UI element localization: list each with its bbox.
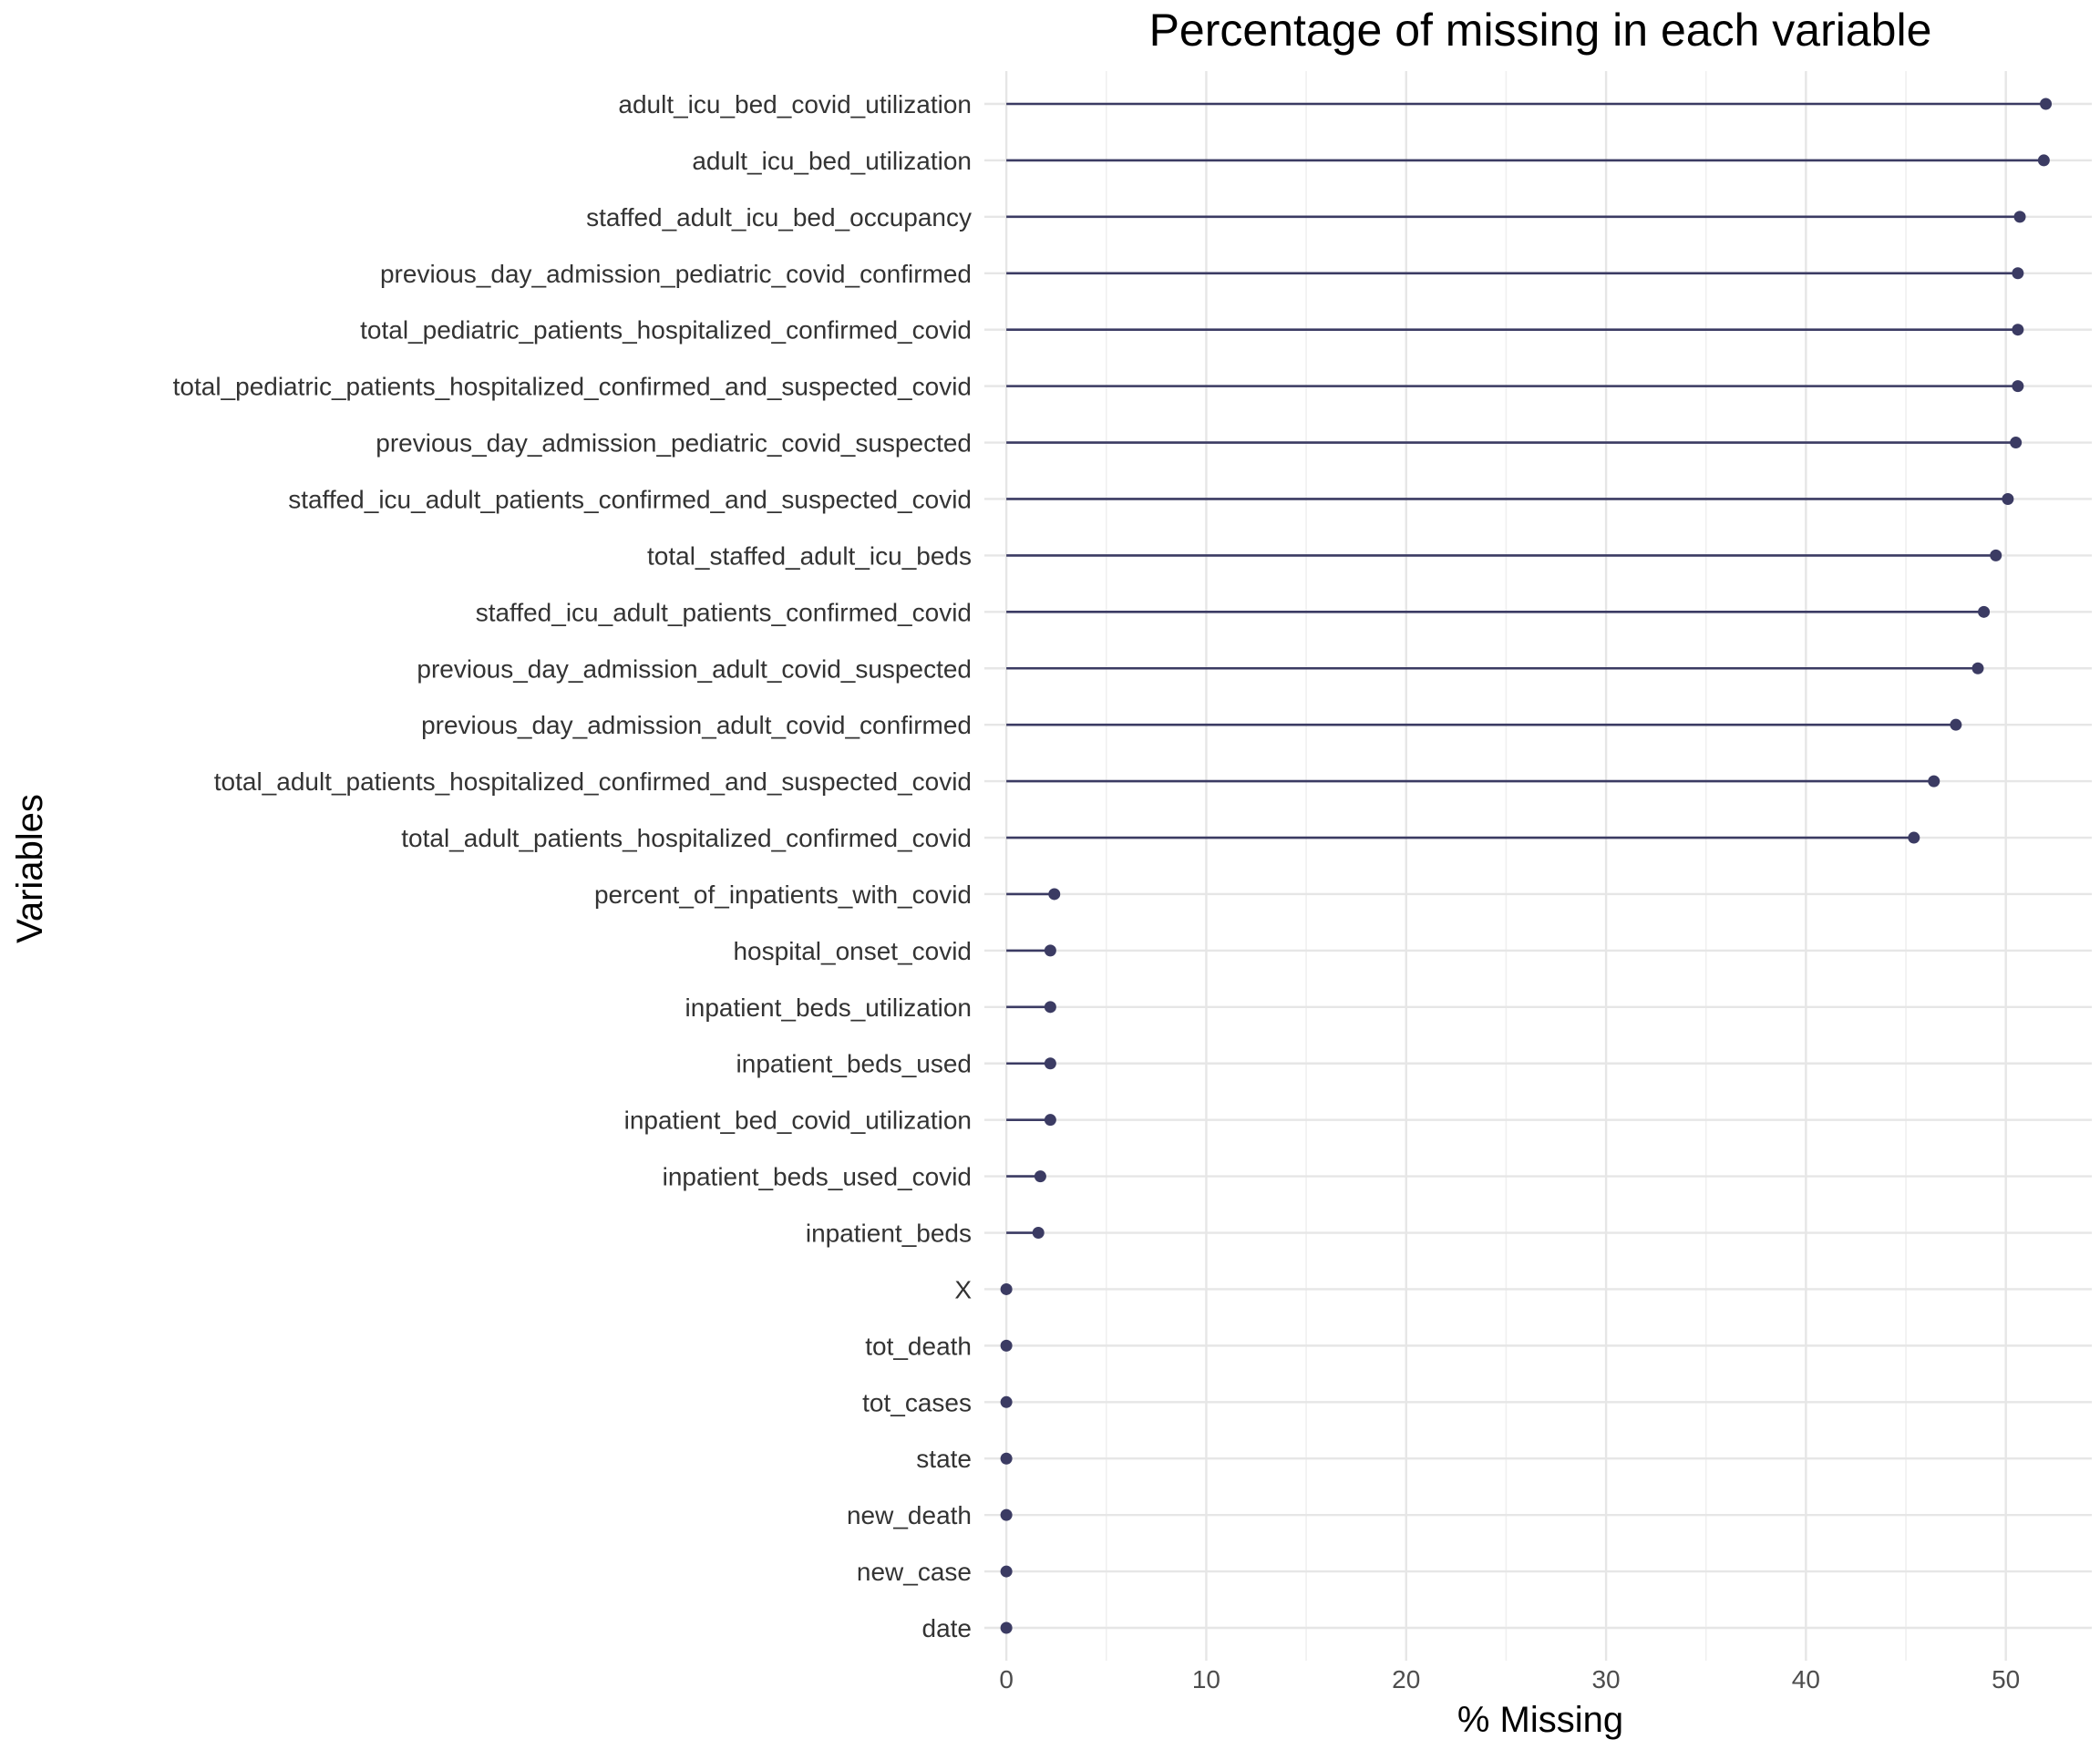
lollipop-point	[1971, 662, 1984, 674]
lollipop-point	[2012, 380, 2024, 393]
category-label: previous_day_admission_adult_covid_confi…	[421, 711, 972, 739]
lollipop-point	[1000, 1282, 1013, 1295]
category-label: total_pediatric_patients_hospitalized_co…	[360, 316, 972, 345]
chart-title: Percentage of missing in each variable	[1149, 5, 1932, 56]
lollipop-point	[1032, 1227, 1045, 1240]
lollipop-point	[1044, 944, 1056, 957]
lollipop-point	[2037, 154, 2050, 167]
category-label: previous_day_admission_adult_covid_suspe…	[417, 654, 972, 683]
category-label: inpatient_bed_covid_utilization	[624, 1107, 972, 1135]
lollipop-point	[1000, 1339, 1013, 1352]
lollipop-point	[1000, 1508, 1013, 1521]
lollipop-point	[1034, 1170, 1046, 1183]
lollipop-point	[1048, 888, 1061, 901]
grid	[984, 71, 2092, 1661]
lollipop-point	[2002, 492, 2014, 505]
category-labels: adult_icu_bed_covid_utilization adult_icu…	[173, 90, 973, 1642]
x-tick-labels: 0 10 20 30 40 50	[999, 1665, 2020, 1693]
lollipop-point	[1044, 1057, 1056, 1070]
category-label: X	[954, 1275, 972, 1303]
category-label: percent_of_inpatients_with_covid	[594, 880, 972, 909]
y-axis-title: Variables	[10, 794, 50, 943]
category-label: adult_icu_bed_utilization	[692, 147, 972, 175]
lollipop-point	[1908, 831, 1920, 844]
category-label: inpatient_beds	[806, 1220, 972, 1248]
lollipop-point	[1044, 1001, 1056, 1014]
lollipop-point	[1000, 1395, 1013, 1408]
category-label: previous_day_admission_pediatric_covid_c…	[380, 260, 972, 288]
category-label: tot_cases	[862, 1388, 972, 1416]
category-label: staffed_adult_icu_bed_occupancy	[586, 203, 972, 232]
x-axis-title: % Missing	[1457, 1700, 1623, 1740]
lollipop-point	[1000, 1452, 1013, 1465]
category-label: date	[922, 1614, 973, 1642]
x-tick-label: 40	[1792, 1665, 1820, 1693]
x-tick-label: 10	[1192, 1665, 1220, 1693]
lollipop-point	[1928, 775, 1940, 788]
category-label: new_death	[847, 1501, 972, 1529]
lollipop-point	[1950, 718, 1962, 731]
category-label: inpatient_beds_used_covid	[663, 1163, 972, 1191]
category-label: total_adult_patients_hospitalized_confir…	[214, 767, 972, 796]
x-tick-label: 20	[1392, 1665, 1420, 1693]
x-tick-label: 0	[999, 1665, 1014, 1693]
category-label: tot_death	[865, 1332, 972, 1360]
lollipop-point	[1000, 1565, 1013, 1578]
category-label: adult_icu_bed_covid_utilization	[618, 90, 972, 118]
category-label: staffed_icu_adult_patients_confirmed_and…	[288, 485, 972, 513]
lollipop-point	[2012, 267, 2024, 280]
stems	[1006, 102, 2046, 1234]
category-label: total_staffed_adult_icu_beds	[647, 541, 972, 570]
category-label: staffed_icu_adult_patients_confirmed_cov…	[476, 598, 972, 626]
lollipop-point	[1978, 605, 1991, 618]
lollipop-point	[2012, 324, 2024, 336]
lollipop-point	[1000, 1621, 1013, 1634]
lollipop-point	[1990, 549, 2002, 561]
category-label: new_case	[857, 1558, 972, 1586]
category-label: total_pediatric_patients_hospitalized_co…	[173, 373, 972, 401]
category-label: hospital_onset_covid	[733, 937, 972, 965]
x-tick-label: 30	[1591, 1665, 1620, 1693]
category-label: total_adult_patients_hospitalized_confir…	[401, 824, 972, 852]
points	[1000, 98, 2053, 1634]
category-label: previous_day_admission_pediatric_covid_s…	[376, 429, 972, 458]
lollipop-point	[2040, 98, 2053, 110]
category-label: inpatient_beds_utilization	[685, 993, 972, 1022]
lollipop-point	[2013, 211, 2026, 223]
category-label: inpatient_beds_used	[736, 1050, 972, 1078]
lollipop-point	[1044, 1114, 1056, 1127]
lollipop-point	[2010, 437, 2023, 449]
x-tick-label: 50	[1992, 1665, 2020, 1693]
category-label: state	[916, 1445, 972, 1473]
